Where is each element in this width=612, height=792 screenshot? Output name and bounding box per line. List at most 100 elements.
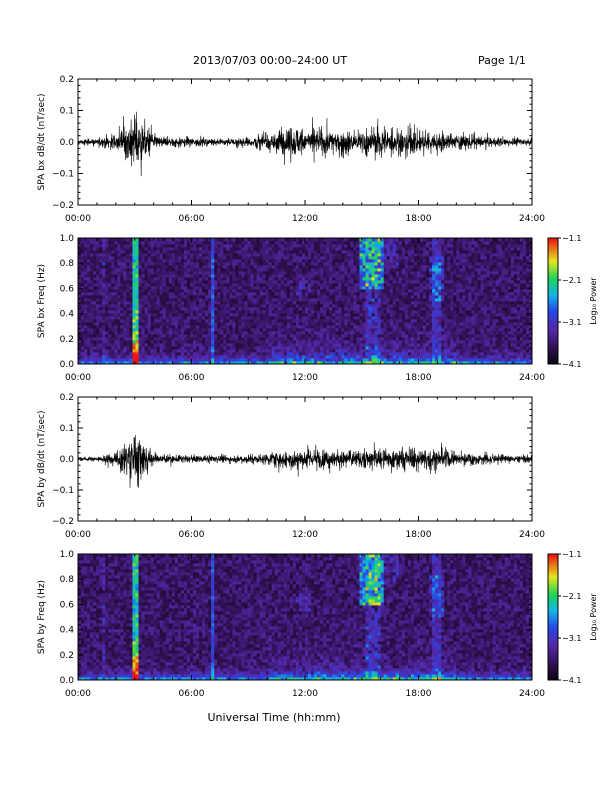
spectrogram-cell (253, 307, 257, 311)
spectrogram-cell (277, 358, 282, 362)
spectrogram-cell (132, 352, 136, 356)
spectrogram-cell (329, 244, 333, 248)
spectrogram-cell (338, 283, 342, 287)
spectrogram-cell (141, 349, 145, 353)
spectrogram-cell (365, 244, 369, 248)
spectrogram-cell (153, 292, 158, 296)
spectrogram-cell (150, 277, 155, 281)
spectrogram-cell (174, 238, 179, 242)
spectrogram-cell (347, 346, 351, 350)
spectrogram-cell (250, 343, 254, 347)
spectrogram-cell (247, 256, 251, 260)
spectrogram-cell (404, 316, 409, 320)
spectrogram-cell (226, 346, 230, 350)
spectrogram-cell (123, 304, 127, 308)
spectrogram-cell (208, 262, 212, 266)
spectrogram-cell (87, 343, 91, 347)
spectrogram-cell (159, 295, 164, 299)
spectrogram-cell (138, 289, 142, 293)
spectrogram-cell (365, 304, 369, 308)
spectrogram-cell (404, 304, 409, 308)
spectrogram-cell (380, 358, 385, 362)
spectrogram-cell (99, 244, 103, 248)
spectrogram-cell (102, 274, 106, 278)
spectrogram-cell (429, 346, 433, 350)
spectrogram-cell (196, 331, 200, 335)
spectrogram-cell (96, 292, 100, 296)
spectrogram-cell (120, 331, 124, 335)
spectrogram-cell (171, 295, 176, 299)
spectrogram-cell (386, 259, 391, 263)
spectrogram-cell (186, 277, 191, 281)
spectrogram-cell (380, 319, 385, 323)
spectrogram-cell (229, 298, 233, 302)
spectrogram-cell (317, 340, 321, 344)
spectrogram-cell (323, 298, 327, 302)
spectrogram-cell (377, 247, 382, 251)
spectrogram-cell (241, 277, 245, 281)
spectrogram-cell (368, 268, 372, 272)
spectrogram-cell (229, 283, 233, 287)
spectrogram-cell (220, 292, 224, 296)
spectrogram-cell (244, 247, 248, 251)
spectrogram-cell (277, 313, 282, 317)
spectrogram-cell (196, 358, 200, 362)
spectrogram-cell (162, 247, 167, 251)
spectrogram-cell (220, 259, 224, 263)
spectrogram-cell (311, 280, 315, 284)
spectrogram-cell (244, 280, 248, 284)
spectrogram-cell (93, 256, 97, 260)
spectrogram-cell (217, 238, 221, 242)
spectrogram-cell (398, 328, 403, 332)
spectrogram-cell (144, 250, 149, 254)
spectrogram-cell (380, 337, 385, 341)
spectrogram-cell (320, 304, 324, 308)
spectrogram-cell (426, 289, 430, 293)
spectrogram-cell (153, 328, 158, 332)
spectrogram-cell (208, 241, 212, 245)
spectrogram-cell (189, 304, 194, 308)
spectrogram-cell (371, 349, 376, 353)
spectrogram-cell (250, 319, 254, 323)
spectrogram-cell (404, 238, 409, 242)
spectrogram-cell (138, 268, 142, 272)
spectrogram-cell (350, 289, 354, 293)
spectrogram-cell (413, 331, 418, 335)
spectrogram-cell (259, 277, 264, 281)
spectrogram-cell (193, 295, 197, 299)
spectrogram-cell (262, 361, 267, 365)
spectrogram-cell (211, 295, 215, 299)
spectrogram-cell (102, 238, 106, 242)
spectrogram-cell (214, 298, 218, 302)
spectrogram-cell (84, 283, 88, 287)
spectrogram-cell (308, 244, 312, 248)
spectrogram-cell (81, 283, 85, 287)
spectrogram-cell (298, 268, 303, 272)
spectrogram-cell (332, 256, 336, 260)
spectrogram-cell (344, 343, 348, 347)
spectrogram-cell (129, 241, 133, 245)
spectrogram-cell (280, 310, 285, 314)
spectrogram-cell (174, 274, 179, 278)
spectrogram-cell (359, 247, 363, 251)
spectrogram-cell (81, 277, 85, 281)
spectrogram-cell (395, 316, 400, 320)
spectrogram-cell (413, 361, 418, 365)
spectrogram-cell (226, 280, 230, 284)
spectrogram-cell (153, 301, 158, 305)
spectrogram-cell (305, 283, 309, 287)
spectrogram-cell (165, 295, 170, 299)
spectrogram-cell (78, 271, 82, 275)
spectrogram-cell (168, 259, 173, 263)
spectrogram-cell (132, 310, 136, 314)
spectrogram-cell (90, 313, 94, 317)
spectrogram-cell (217, 310, 221, 314)
spectrogram-cell (214, 322, 218, 326)
spectrogram-cell (186, 241, 191, 245)
spectrogram-cell (423, 253, 427, 257)
spectrogram-cell (126, 259, 130, 263)
spectrogram-cell (295, 328, 300, 332)
spectrogram-cell (314, 346, 318, 350)
spectrogram-cell (102, 289, 106, 293)
spectrogram-cell (326, 262, 330, 266)
